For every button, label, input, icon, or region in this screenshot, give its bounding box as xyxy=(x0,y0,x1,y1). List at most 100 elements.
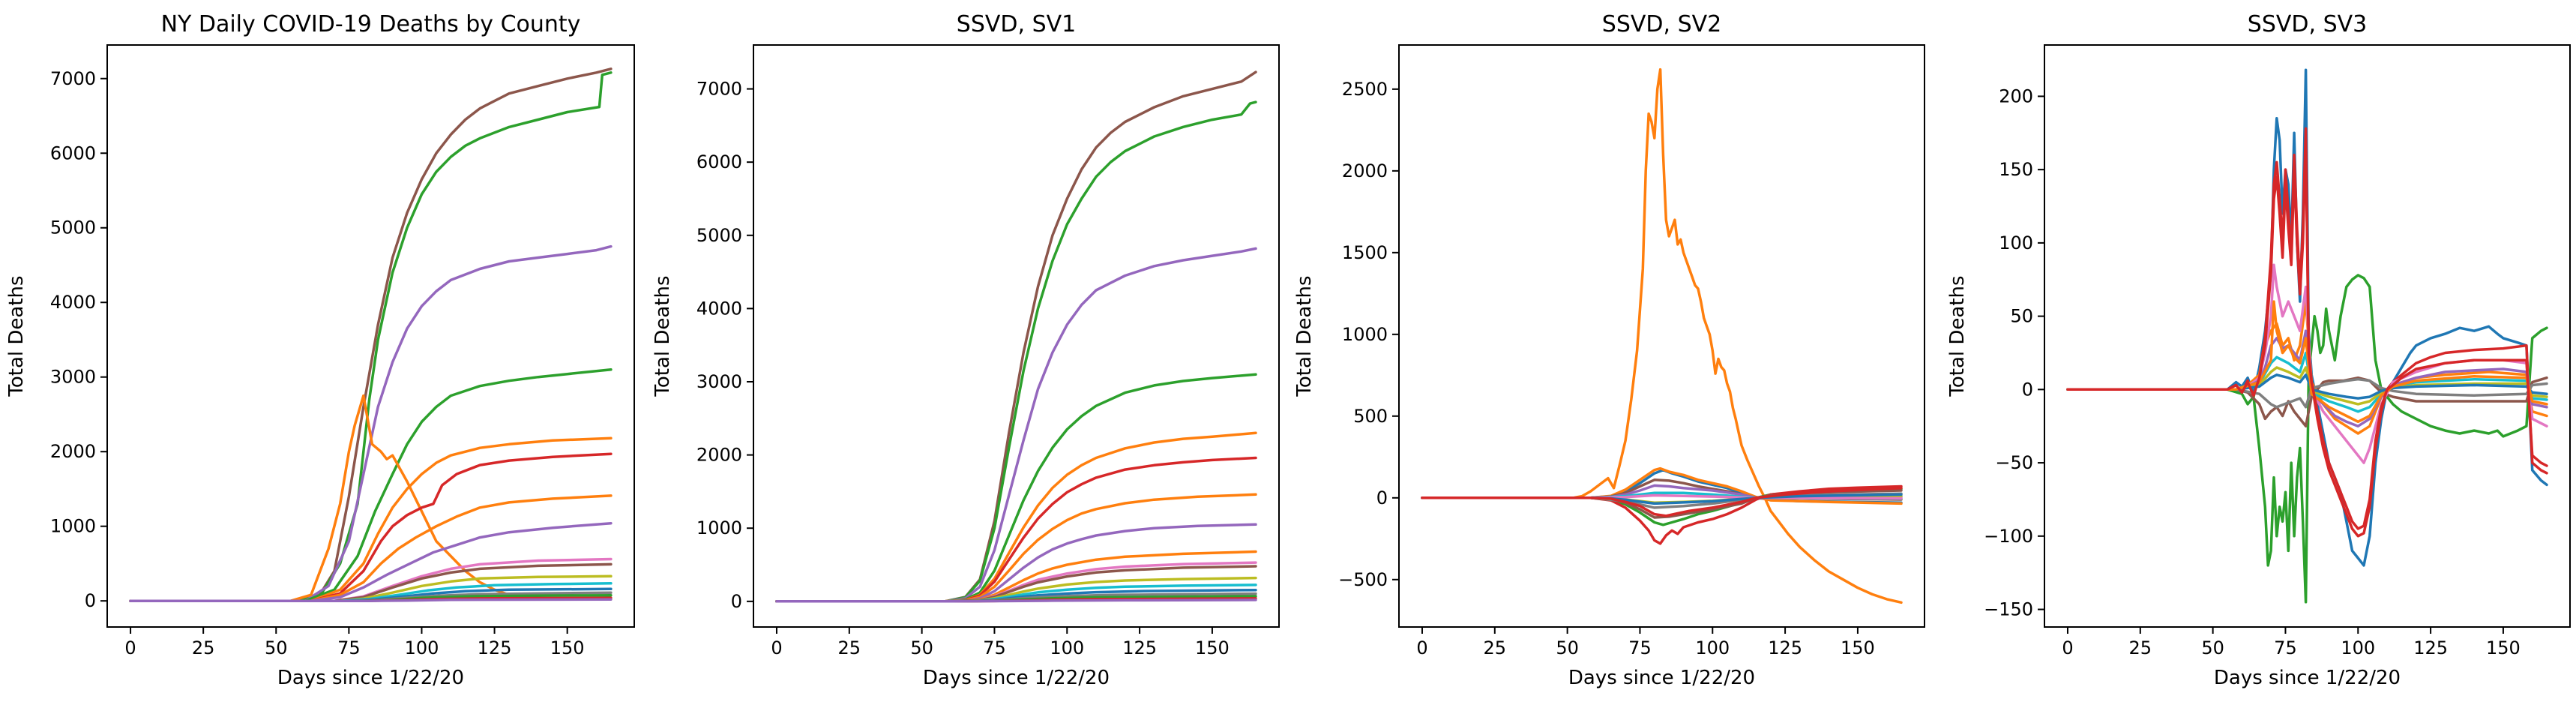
x-tick-label: 100 xyxy=(405,638,439,658)
series-group xyxy=(1421,68,1903,604)
y-axis-label: Total Deaths xyxy=(651,275,674,397)
series-line-11 xyxy=(2066,300,2548,424)
series-line-5 xyxy=(129,436,613,602)
y-axis-label: Total Deaths xyxy=(1946,275,1969,397)
y-tick-label: 150 xyxy=(1999,159,2033,180)
axes-frame xyxy=(2044,44,2571,628)
series-line-3 xyxy=(129,368,613,602)
axes-frame xyxy=(753,44,1280,628)
x-tick-label: 0 xyxy=(771,638,782,658)
series-line-2 xyxy=(775,247,1257,603)
x-tick-label: 50 xyxy=(265,638,288,658)
y-tick-label: 100 xyxy=(1999,232,2033,254)
series-line-1 xyxy=(775,100,1257,603)
x-tick-label: 100 xyxy=(1050,638,1084,658)
x-axis-label: Days since 1/22/20 xyxy=(277,667,464,689)
x-tick-label: 150 xyxy=(2486,638,2521,658)
y-tick-label: 2000 xyxy=(696,445,742,466)
x-tick-label: 125 xyxy=(1768,638,1802,658)
y-tick-label: 0 xyxy=(2022,379,2033,400)
y-tick-label: 0 xyxy=(1376,488,1388,508)
x-axis-label: Days since 1/22/20 xyxy=(2214,667,2401,689)
x-tick-label: 150 xyxy=(1841,638,1875,658)
chart-title: SSVD, SV3 xyxy=(2248,11,2367,38)
axes-frame xyxy=(106,44,635,628)
y-tick-label: 3000 xyxy=(696,371,742,392)
x-tick-label: 25 xyxy=(1484,638,1507,658)
y-tick-label: 0 xyxy=(85,590,96,611)
series-line-3 xyxy=(775,373,1257,603)
y-tick-label: 5000 xyxy=(696,225,742,246)
panel-ssvd-sv3: 0 25 50 75 100 125 150 −150 −100 −50 0 50 100 150 200 S… xyxy=(1946,11,2571,689)
series-group xyxy=(2066,68,2548,604)
x-tick-label: 25 xyxy=(192,638,215,658)
series-line-8 xyxy=(129,521,613,602)
series-line-4 xyxy=(129,394,511,602)
x-axis-label: Days since 1/22/20 xyxy=(923,667,1110,689)
y-tick-label: 500 xyxy=(1353,406,1388,427)
x-tick-label: 75 xyxy=(2274,638,2297,658)
series-line-4 xyxy=(2066,376,2548,428)
chart-title: NY Daily COVID-19 Deaths by County xyxy=(161,11,581,38)
series-line-6 xyxy=(129,452,613,602)
series-line-0 xyxy=(1421,68,1903,604)
series-line-17 xyxy=(775,598,1257,603)
y-tick-label: 6000 xyxy=(50,142,96,164)
y-tick-label: 6000 xyxy=(696,152,742,172)
series-line-7 xyxy=(2066,351,2548,413)
x-tick-label: 150 xyxy=(550,638,585,658)
y-tick-label: 50 xyxy=(2010,306,2033,327)
y-tick-label: −500 xyxy=(1338,569,1388,590)
x-tick-label: 0 xyxy=(124,638,136,658)
x-tick-label: 50 xyxy=(910,638,933,658)
series-line-9 xyxy=(2066,377,2548,409)
y-tick-label: 5000 xyxy=(50,218,96,238)
x-tick-label: 0 xyxy=(2062,638,2073,658)
y-tick-label: 2000 xyxy=(50,441,96,462)
series-line-2 xyxy=(2066,274,2548,604)
x-tick-label: 75 xyxy=(983,638,1006,658)
y-tick-label: −150 xyxy=(1984,599,2033,620)
y-axis-label: Total Deaths xyxy=(5,275,28,397)
y-tick-label: −100 xyxy=(1984,526,2033,547)
y-tick-label: 1000 xyxy=(50,516,96,537)
x-tick-label: 25 xyxy=(2129,638,2152,658)
chart-title: SSVD, SV1 xyxy=(957,11,1076,38)
x-tick-label: 75 xyxy=(1628,638,1652,658)
y-tick-label: 2500 xyxy=(1342,79,1388,100)
x-tick-label: 50 xyxy=(1556,638,1579,658)
series-line-12 xyxy=(2066,139,2548,530)
panel-ssvd-sv1: 0 25 50 75 100 125 150 0 1000 2000 3000 4000 5000 600… xyxy=(651,11,1280,689)
x-tick-label: 150 xyxy=(1195,638,1230,658)
series-group xyxy=(775,70,1257,603)
panel-county-deaths: 0 25 50 75 100 125 150 0 1000 2000 3000 4000 5000 600… xyxy=(5,11,635,689)
x-tick-label: 0 xyxy=(1416,638,1427,658)
x-tick-label: 25 xyxy=(838,638,861,658)
y-tick-label: 3000 xyxy=(50,367,96,388)
y-tick-label: 1500 xyxy=(1342,242,1388,263)
x-tick-label: 50 xyxy=(2201,638,2224,658)
series-line-10 xyxy=(2066,374,2548,400)
x-tick-label: 125 xyxy=(478,638,512,658)
series-line-2 xyxy=(129,244,613,602)
x-tick-label: 100 xyxy=(2341,638,2375,658)
y-tick-label: 1000 xyxy=(696,518,742,538)
series-line-17 xyxy=(129,598,613,602)
x-tick-label: 75 xyxy=(337,638,361,658)
y-tick-label: 7000 xyxy=(696,79,742,100)
y-tick-label: 4000 xyxy=(50,292,96,313)
panel-ssvd-sv2: 0 25 50 75 100 125 150 −500 0 500 1000 1500 2000 2500… xyxy=(1293,11,1925,689)
x-axis-label: Days since 1/22/20 xyxy=(1568,667,1755,689)
x-tick-label: 100 xyxy=(1695,638,1730,658)
series-line-7 xyxy=(1421,484,1903,545)
y-tick-label: 4000 xyxy=(696,298,742,319)
y-tick-label: 200 xyxy=(1999,86,2033,106)
series-line-8 xyxy=(2066,366,2548,406)
y-tick-label: 2000 xyxy=(1342,160,1388,182)
series-group xyxy=(129,68,613,602)
chart-title: SSVD, SV2 xyxy=(1602,11,1721,38)
y-axis-label: Total Deaths xyxy=(1293,275,1316,397)
y-tick-label: 7000 xyxy=(50,68,96,89)
series-line-7 xyxy=(129,494,613,602)
